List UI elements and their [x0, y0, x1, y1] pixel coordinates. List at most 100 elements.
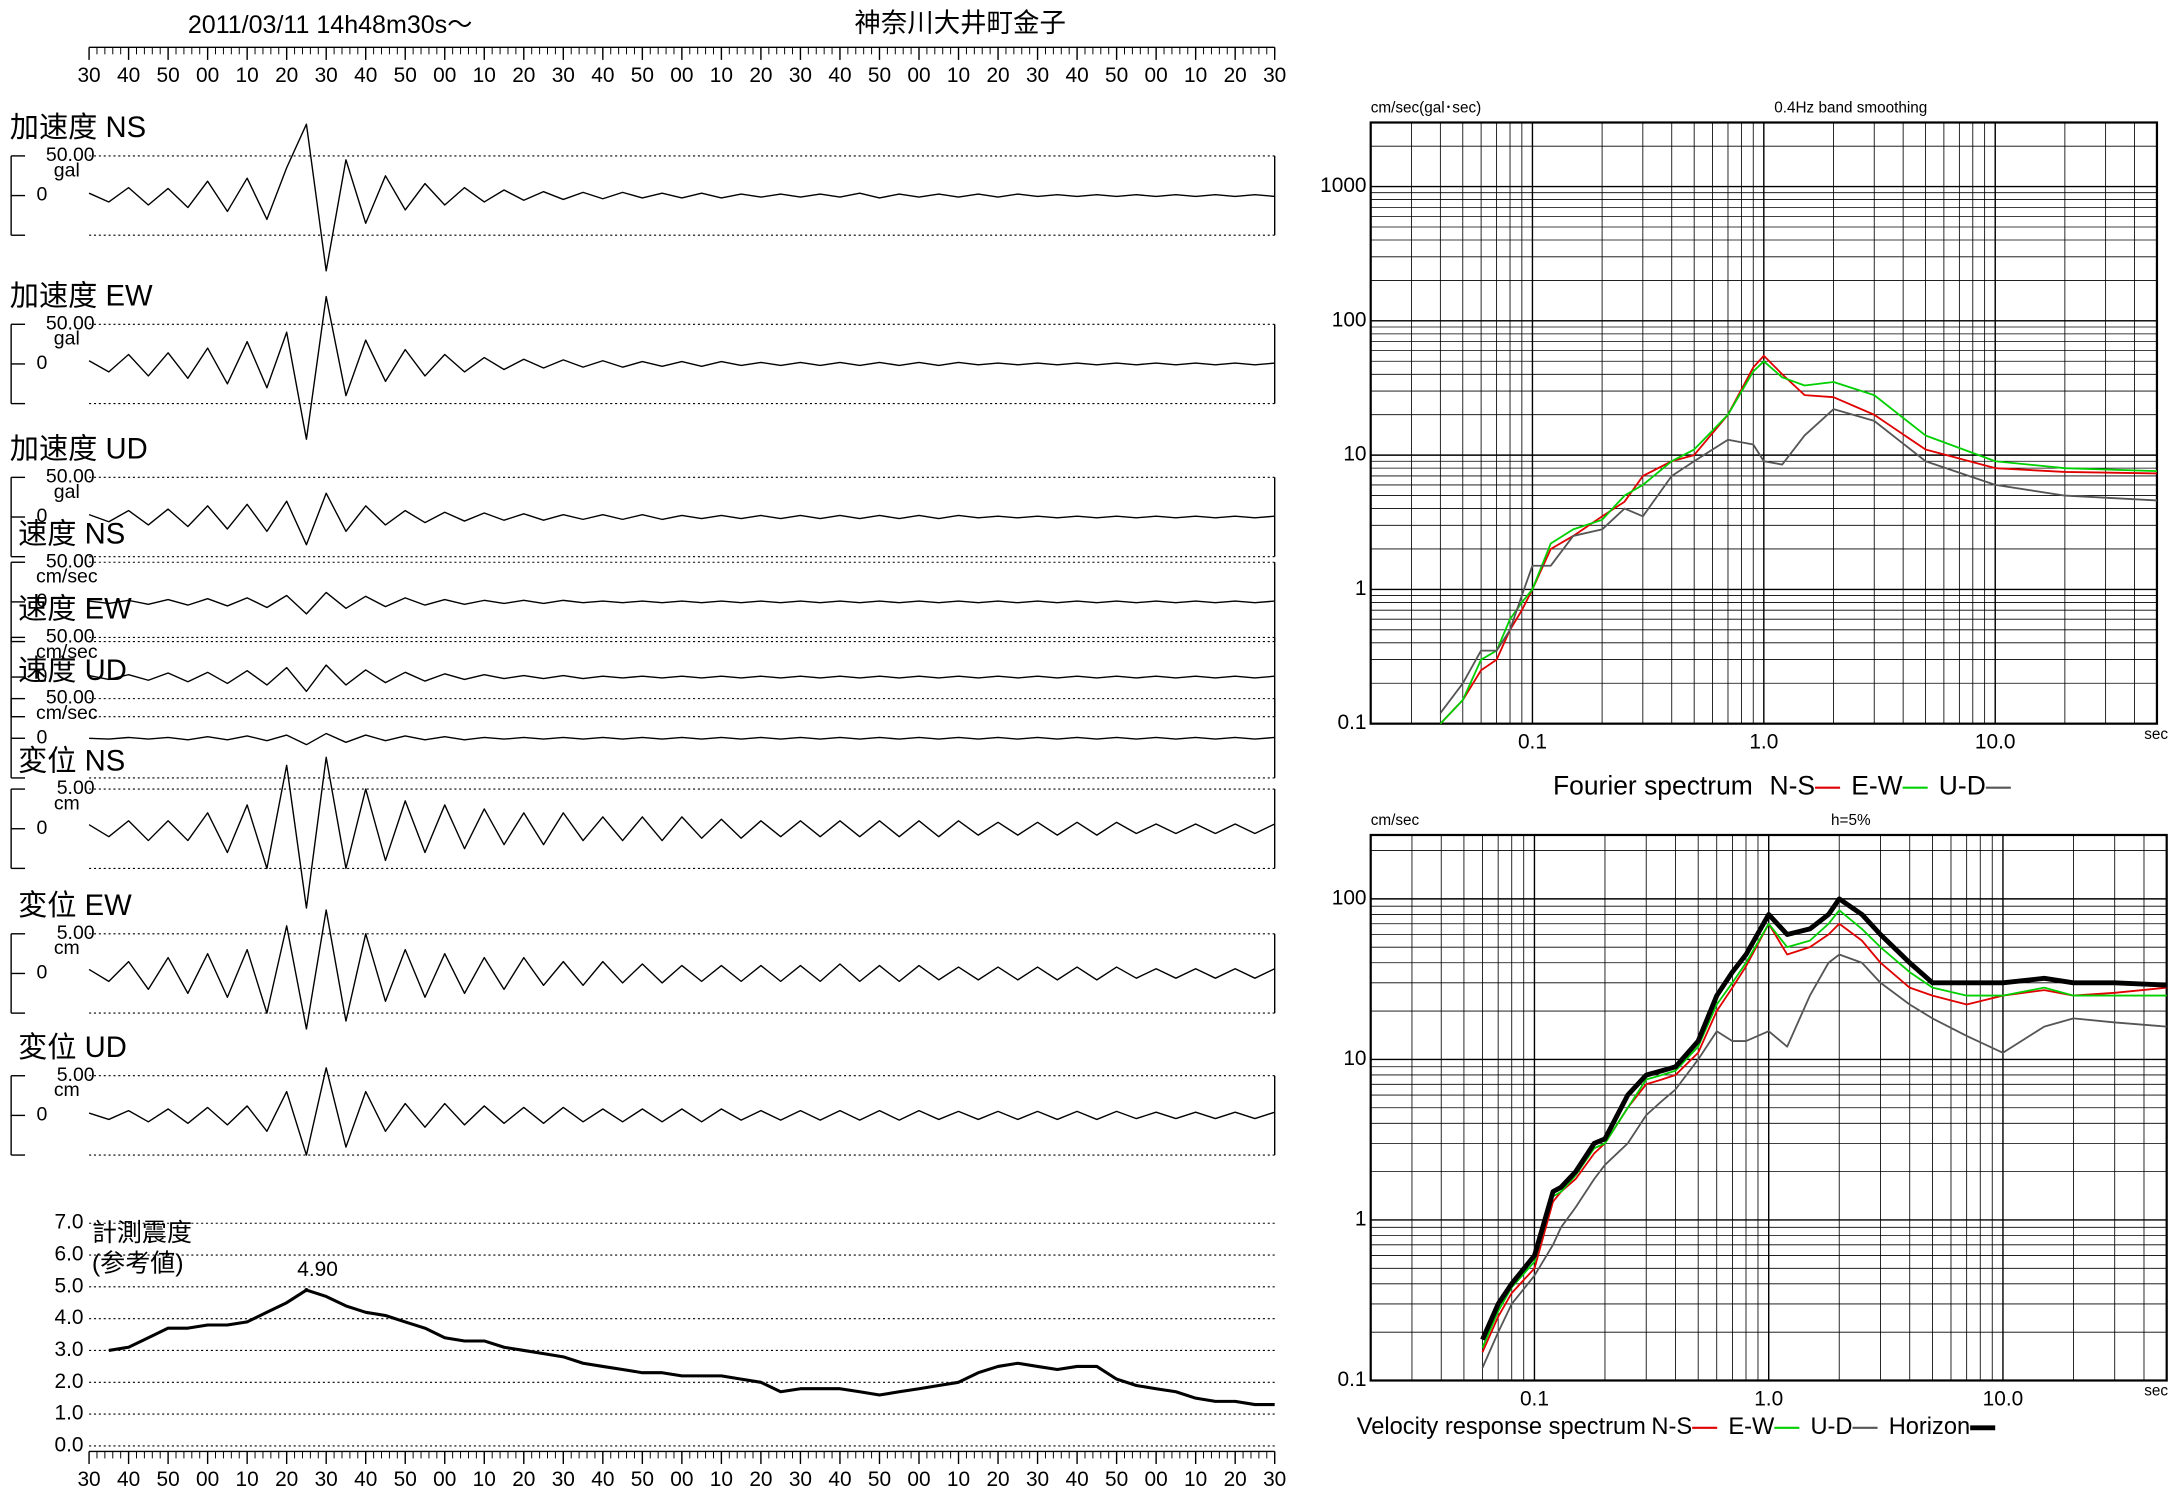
spectrum-line [1481, 922, 2167, 1353]
time-tick-label: 00 [196, 1468, 219, 1491]
time-tick-label: 50 [394, 1468, 417, 1491]
spectrum-line [1439, 354, 2157, 725]
spectrum-line [1439, 408, 2157, 714]
waveform [88, 664, 1275, 693]
panel-label: 加速度 NS [10, 111, 146, 144]
panel-unit: cm/sec [36, 566, 98, 588]
waveform [88, 1067, 1275, 1156]
time-tick-label: 50 [631, 64, 654, 87]
time-tick-label: 40 [1065, 64, 1088, 87]
y-tick-label: 0 [36, 590, 47, 612]
time-tick-label: 50 [868, 64, 891, 87]
y-tick-label: 6.0 [54, 1243, 83, 1266]
intensity-line [108, 1288, 1275, 1407]
y-tick-label: 50.00 [46, 687, 95, 709]
chart-title: 2011/03/11 14h48m30s〜 [188, 11, 472, 39]
peak-marker [304, 1287, 309, 1293]
time-tick-label: 30 [1263, 1468, 1286, 1491]
plot-frame [1369, 833, 2168, 1382]
panel-unit: cm/sec [36, 641, 98, 663]
chart-subtitle: 0.4Hz band smoothing [1774, 100, 1927, 117]
x-tick-label: 10.0 [1983, 1387, 2024, 1410]
time-tick-label: 40 [1065, 1468, 1088, 1491]
panel-unit: gal [54, 481, 80, 503]
y-tick-label: 0 [36, 962, 47, 984]
time-tick-label: 30 [552, 1468, 575, 1491]
time-tick-label: 00 [907, 64, 930, 87]
time-tick-label: 30 [789, 1468, 812, 1491]
panel-unit: cm [54, 937, 80, 959]
y-tick-label: 10 [1343, 1047, 1366, 1070]
panel-label: 速度 NS [18, 518, 125, 551]
legend-label: E-W [1851, 771, 1902, 801]
time-tick-label: 00 [670, 1468, 693, 1491]
y-axis-label: cm/sec(gal･sec) [1371, 100, 1482, 117]
time-tick-label: 10 [947, 64, 970, 87]
time-tick-label: 40 [828, 1468, 851, 1491]
time-tick-label: 10 [236, 64, 259, 87]
time-tick-label: 10 [1184, 64, 1207, 87]
waveform [88, 492, 1275, 546]
time-tick-label: 00 [196, 64, 219, 87]
legend-label: U-D [1939, 771, 1986, 801]
panel-label: 加速度 UD [10, 433, 148, 466]
time-tick-label: 00 [1145, 1468, 1168, 1491]
time-tick-label: 30 [77, 1468, 100, 1491]
x-tick-label: 1.0 [1749, 731, 1778, 754]
time-tick-label: 20 [749, 64, 772, 87]
y-tick-label: 0 [36, 1104, 47, 1126]
waveform [88, 756, 1275, 909]
panel-label: 変位 UD [18, 1031, 127, 1064]
x-tick-label: 10.0 [1975, 731, 2016, 754]
peak-label: 4.90 [297, 1258, 338, 1281]
time-tick-label: 10 [473, 64, 496, 87]
time-tick-label: 10 [710, 64, 733, 87]
time-tick-label: 20 [275, 64, 298, 87]
x-tick-label: 0.1 [1518, 731, 1547, 754]
spectrum-line [1481, 953, 2167, 1369]
time-tick-label: 40 [117, 1468, 140, 1491]
legend-label: Horizon [1889, 1414, 1970, 1440]
x-tick-label: 1.0 [1754, 1387, 1783, 1410]
time-tick-label: 50 [1105, 1468, 1128, 1491]
waveform [88, 591, 1275, 615]
time-tick-label: 20 [1224, 64, 1247, 87]
y-tick-label: 2.0 [54, 1370, 83, 1393]
y-tick-label: 0.1 [1338, 711, 1367, 734]
y-axis-label: cm/sec [1371, 812, 1420, 829]
time-tick-label: 20 [512, 1468, 535, 1491]
time-tick-label: 10 [473, 1468, 496, 1491]
panel-label: 変位 EW [18, 889, 132, 922]
time-tick-label: 50 [1105, 64, 1128, 87]
y-tick-label: 50.00 [46, 465, 95, 487]
panel-unit: cm [54, 1079, 80, 1101]
time-tick-label: 10 [236, 1468, 259, 1491]
y-tick-label: 5.00 [57, 777, 95, 799]
y-tick-label: 50.00 [46, 550, 95, 572]
y-tick-label: 0 [36, 505, 47, 527]
spectrum-line [1481, 909, 2167, 1349]
spectrum-line [1439, 360, 2157, 725]
y-tick-label: 100 [1332, 308, 1367, 331]
time-tick-label: 10 [1184, 1468, 1207, 1491]
time-tick-label: 40 [591, 1468, 614, 1491]
y-tick-label: 3.0 [54, 1338, 83, 1361]
y-tick-label: 5.00 [57, 922, 95, 944]
y-tick-label: 1 [1355, 1207, 1367, 1230]
y-tick-label: 1000 [1320, 174, 1366, 197]
time-tick-label: 00 [1145, 64, 1168, 87]
chart-subtitle: (参考値) [92, 1250, 184, 1278]
time-tick-label: 10 [710, 1468, 733, 1491]
time-tick-label: 30 [789, 64, 812, 87]
chart-subtitle: h=5% [1831, 812, 1871, 829]
y-tick-label: 4.0 [54, 1306, 83, 1329]
time-tick-label: 00 [670, 64, 693, 87]
waveform [89, 732, 1275, 746]
chart-title: Velocity response spectrum [1357, 1414, 1646, 1440]
y-tick-label: 10 [1343, 443, 1366, 466]
legend-label: U-D [1810, 1414, 1852, 1440]
time-tick-label: 30 [552, 64, 575, 87]
y-tick-label: 1.0 [54, 1402, 83, 1425]
x-tick-label: 0.1 [1520, 1387, 1549, 1410]
